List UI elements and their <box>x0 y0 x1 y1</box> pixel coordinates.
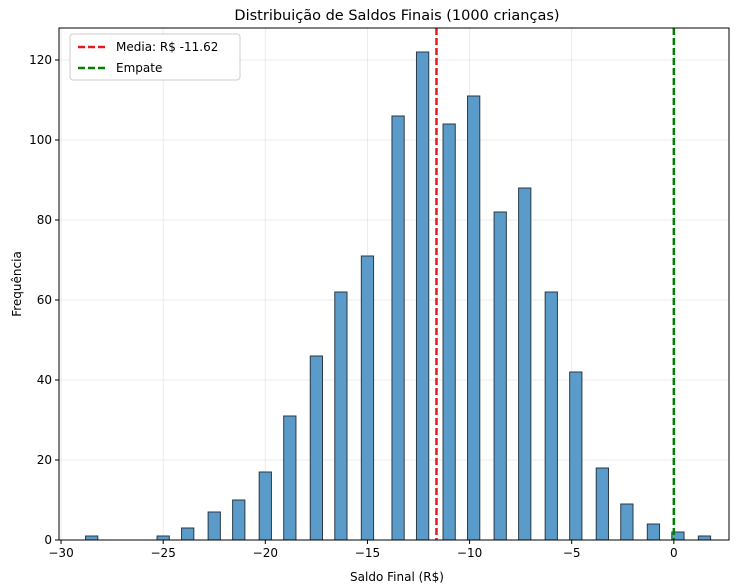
x-axis-title: Saldo Final (R$) <box>350 570 444 584</box>
x-tick-label: −20 <box>253 546 278 560</box>
histogram-bar <box>360 255 375 541</box>
reference-lines <box>435 28 676 540</box>
histogram-bar <box>544 291 558 541</box>
histogram-bar <box>415 51 430 541</box>
y-axis: 0 20 40 60 80 100 120 <box>29 53 59 547</box>
histogram-bar <box>85 535 99 541</box>
chart-title: Distribuição de Saldos Finais (1000 cria… <box>234 8 559 24</box>
y-tick-label: 40 <box>37 373 52 387</box>
histogram-bar <box>595 467 609 541</box>
y-tick-label: 100 <box>29 133 52 147</box>
histogram-bar <box>391 115 405 541</box>
y-tick-label: 20 <box>37 453 52 467</box>
histogram-bar <box>442 123 456 541</box>
histogram-bar <box>258 471 272 541</box>
y-axis-title: Frequência <box>10 251 24 317</box>
histogram-bar <box>283 415 297 541</box>
x-tick-label: −15 <box>355 546 380 560</box>
histogram-bar <box>518 187 532 541</box>
x-tick-label: −30 <box>48 546 73 560</box>
histogram-bar <box>181 527 195 541</box>
legend-box <box>69 33 241 81</box>
histogram-bar <box>156 535 170 541</box>
legend-label-mean: Media: R$ -11.62 <box>116 40 218 54</box>
y-tick-label: 80 <box>37 213 52 227</box>
histogram-bar <box>309 355 324 541</box>
histogram-bar <box>232 499 246 541</box>
legend-label-empate: Empate <box>116 61 162 75</box>
histogram-bar <box>207 511 221 541</box>
histogram-bar <box>697 535 712 541</box>
bars <box>85 51 712 541</box>
plot-area-frame <box>58 27 730 541</box>
histogram-bar <box>646 523 661 541</box>
histogram-bar <box>493 211 507 541</box>
x-tick-label: 0 <box>670 546 678 560</box>
x-axis: −30 −25 −20 −15 −10 −5 0 <box>48 540 678 560</box>
x-tick-label: −25 <box>151 546 176 560</box>
y-tick-label: 0 <box>44 533 52 547</box>
histogram-bar <box>620 503 634 541</box>
y-tick-label: 120 <box>29 53 52 67</box>
y-tick-label: 60 <box>37 293 52 307</box>
histogram-bar <box>467 95 481 541</box>
histogram-bar <box>334 291 348 541</box>
legend: Media: R$ -11.62 Empate <box>69 33 241 81</box>
histogram-bar <box>569 371 583 541</box>
x-tick-label: −5 <box>563 546 581 560</box>
x-tick-label: −10 <box>457 546 482 560</box>
